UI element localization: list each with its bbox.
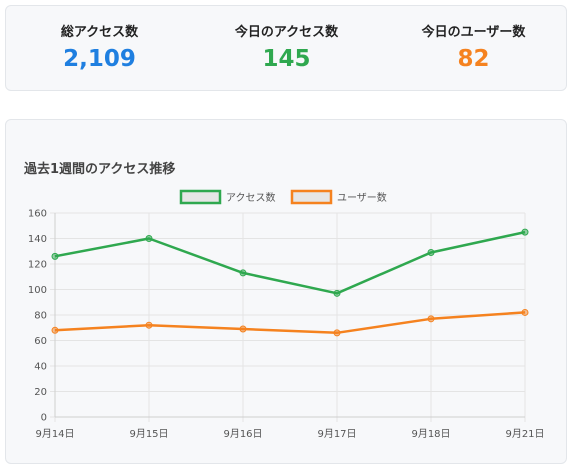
stat-today-users: 今日のユーザー数 82: [380, 6, 567, 92]
x-tick-label: 9月17日: [317, 428, 356, 440]
data-point: [427, 249, 435, 257]
stat-value: 145: [262, 46, 311, 72]
stat-today-access: 今日のアクセス数 145: [193, 6, 380, 92]
y-tick-label: 80: [34, 311, 47, 322]
x-tick-label: 9月14日: [35, 428, 74, 440]
y-tick-label: 20: [34, 387, 47, 398]
data-point: [427, 315, 435, 323]
stat-label: 総アクセス数: [60, 25, 139, 40]
data-point: [145, 235, 153, 242]
y-tick-label: 40: [34, 362, 47, 373]
data-point: [145, 321, 153, 329]
legend-swatch: [179, 189, 222, 205]
data-point: [239, 325, 247, 333]
y-tick-label: 160: [28, 209, 47, 220]
legend-label: アクセス数: [226, 191, 276, 204]
data-point: [333, 289, 341, 297]
series-line-2: [54, 311, 526, 335]
stat-label: 今日のユーザー数: [421, 25, 526, 40]
series-line-1: [54, 230, 526, 295]
y-tick-label: 140: [28, 234, 47, 245]
x-tick-label: 9月16日: [223, 428, 262, 440]
weekly-access-chart: 0 20 40 60 80 100 120 140 160 9月14日 9月15日 9月16日 9月17…: [28, 189, 545, 440]
chart-title: 過去1週間のアクセス推移: [24, 162, 176, 177]
x-tick-label: 9月21日: [505, 428, 544, 440]
data-point: [51, 252, 59, 260]
data-point: [521, 228, 529, 236]
stat-value: 2,109: [63, 46, 136, 72]
data-point: [333, 329, 341, 337]
stat-value: 82: [457, 46, 490, 72]
data-point: [239, 269, 247, 277]
y-tick-label: 0: [41, 413, 47, 424]
x-tick-label: 9月18日: [411, 428, 450, 440]
stat-total-access: 総アクセス数 2,109: [6, 6, 193, 92]
y-tick-label: 120: [28, 260, 47, 271]
x-tick-label: 9月15日: [129, 428, 168, 440]
legend-swatch: [290, 189, 333, 205]
legend-label: ユーザー数: [337, 191, 387, 204]
chart-card: 過去1週間のアクセス推移 0 20 40 60 80 100 120 140 160 9月14日 9…: [5, 119, 567, 464]
data-point: [51, 326, 59, 334]
y-tick-label: 60: [34, 336, 47, 347]
y-tick-label: 100: [28, 285, 47, 296]
data-point: [521, 308, 529, 316]
stat-label: 今日のアクセス数: [234, 25, 339, 40]
stats-card: 総アクセス数 2,109 今日のアクセス数 145 今日のユーザー数 82: [5, 5, 567, 91]
